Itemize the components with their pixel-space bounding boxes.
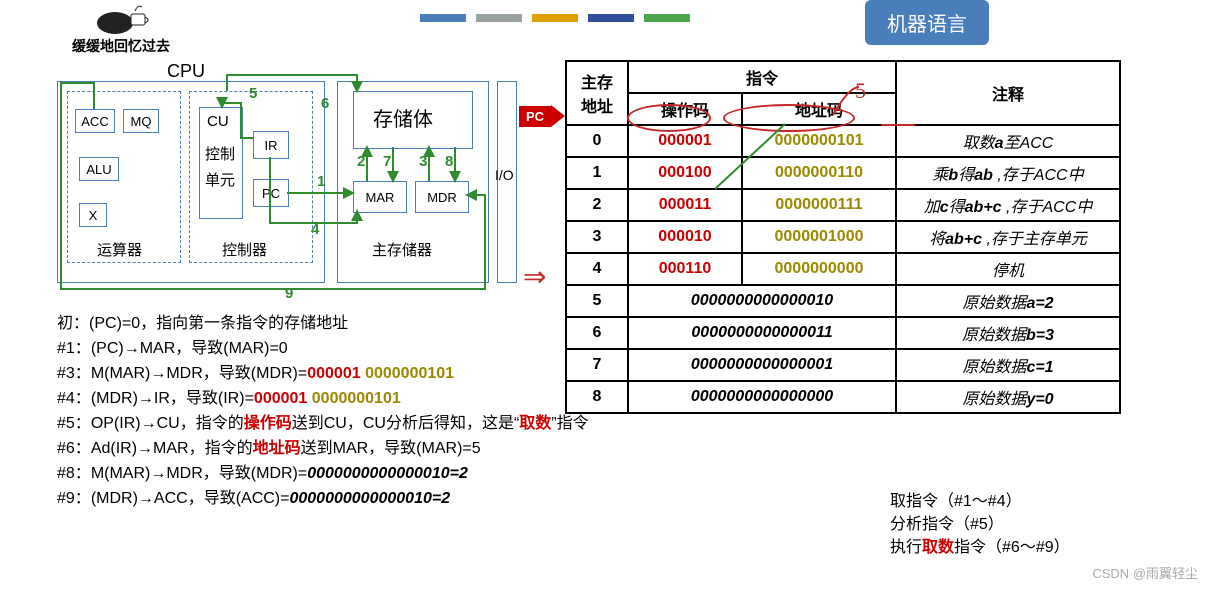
wire-num-4: 4 [311, 221, 319, 238]
cu-label: CU [207, 113, 229, 130]
ctrl-group-label: 控制器 [222, 239, 267, 260]
watermark: CSDN @雨翼轻尘 [1092, 563, 1198, 582]
rnote-2: 分析指令（#5） [890, 513, 1070, 536]
execution-steps: 初：(PC)=0，指向第一条指令的存储地址#1：(PC)→MAR，导致(MAR)… [57, 312, 589, 512]
cpu-diagram: CPU 运算器 控制器 主存储器 存储体 I/O ACC MQ ALU X CU… [57, 63, 517, 296]
handdrawn-circle-op [627, 104, 711, 132]
handdrawn-curve [831, 85, 871, 125]
handdrawn-arrow-row5: ⇒ [523, 260, 546, 294]
avatar-caption: 缓缓地回忆过去 [72, 36, 170, 56]
wire-num-8: 8 [445, 153, 453, 170]
mem-group-label: 主存储器 [372, 239, 432, 260]
mem-body-label: 存储体 [373, 103, 433, 132]
wire-num-9: 9 [285, 285, 293, 302]
wire-num-7: 7 [383, 153, 391, 170]
cu-label3: 单元 [205, 169, 235, 190]
wire-num-1: 1 [317, 173, 325, 190]
pc-box: PC [253, 179, 289, 207]
mdr-box: MDR [415, 181, 469, 213]
cu-label2: 控制 [205, 143, 235, 164]
header-stripes [420, 14, 690, 22]
rnote-1: 取指令（#1～#4） [890, 490, 1070, 513]
alu-box: ALU [79, 157, 119, 181]
mq-box: MQ [123, 109, 159, 133]
pc-pointer: PC [519, 105, 565, 127]
acc-box: ACC [75, 109, 115, 133]
wire-num-5: 5 [249, 85, 257, 102]
wire-num-6: 6 [321, 95, 329, 112]
handdrawn-underline [881, 124, 915, 126]
rnote-3: 执行取数指令（#6～#9） [890, 536, 1070, 559]
cpu-title: CPU [167, 61, 205, 82]
mar-box: MAR [353, 181, 407, 213]
tag-machine-language: 机器语言 [865, 0, 989, 45]
x-box: X [79, 203, 107, 227]
right-notes: 取指令（#1～#4） 分析指令（#5） 执行取数指令（#6～#9） [890, 490, 1070, 560]
wire-num-2: 2 [357, 153, 365, 170]
avatar-icon [85, 0, 165, 35]
wire-num-3: 3 [419, 153, 427, 170]
ir-box: IR [253, 131, 289, 159]
alu-group-label: 运算器 [97, 239, 142, 260]
instruction-table-wrap: PC 主存地址指令注释操作码地址码00000010000000101取数a至AC… [565, 60, 1121, 414]
pc-pointer-label: PC [519, 106, 551, 127]
io-label: I/O [495, 167, 514, 183]
